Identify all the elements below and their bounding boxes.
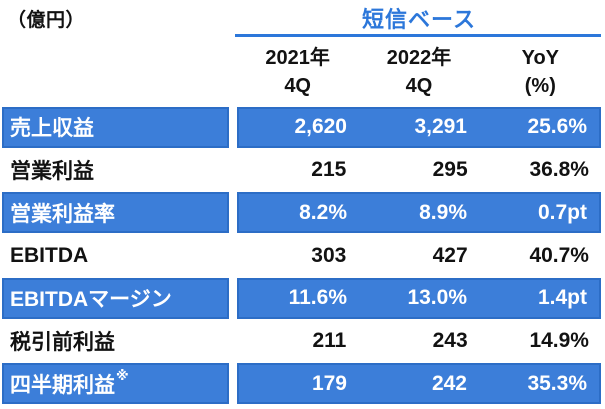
row-values: 11.6% 13.0% 1.4pt bbox=[237, 277, 601, 319]
table-row-pretax-profit: 税引前利益 211 243 14.9% bbox=[0, 320, 605, 363]
column-gap bbox=[229, 149, 237, 192]
row-values: 179 242 35.3% bbox=[237, 363, 601, 405]
row-label: EBITDAマージン bbox=[2, 277, 229, 319]
column-header-2022-4q: 2022年 4Q bbox=[358, 44, 479, 102]
row-label: EBITDA bbox=[10, 243, 89, 267]
table-row-revenue: 売上収益 2,620 3,291 25.6% bbox=[0, 106, 605, 149]
column-header-line2: 4Q bbox=[405, 75, 433, 97]
row-values: 215 295 36.8% bbox=[237, 149, 601, 192]
table-title: 短信ベース bbox=[362, 7, 476, 32]
row-values: 2,620 3,291 25.6% bbox=[237, 107, 601, 148]
column-header-line1: YoY bbox=[521, 47, 560, 69]
value-2022-4q: 243 bbox=[432, 328, 468, 352]
value-yoy: 40.7% bbox=[529, 243, 589, 267]
value-yoy: 35.3% bbox=[527, 371, 587, 395]
row-label: 四半期利益 ※ bbox=[2, 363, 229, 405]
value-2021-4q: 215 bbox=[311, 158, 347, 182]
value-yoy: 1.4pt bbox=[537, 286, 587, 310]
table-row-operating-profit: 営業利益 215 295 36.8% bbox=[0, 149, 605, 192]
value-2021-4q: 8.2% bbox=[299, 200, 347, 224]
title-underline bbox=[235, 34, 601, 37]
column-headers: 2021年 4Q 2022年 4Q YoY (%) bbox=[237, 44, 601, 102]
value-2021-4q: 211 bbox=[312, 328, 347, 352]
column-gap bbox=[229, 362, 237, 405]
row-values: 8.2% 8.9% 0.7pt bbox=[237, 192, 601, 234]
footnote-mark: ※ bbox=[116, 368, 129, 384]
column-header-line1: 2022年 bbox=[386, 47, 452, 69]
column-gap bbox=[229, 277, 237, 320]
row-label: 税引前利益 bbox=[10, 330, 115, 354]
row-label: 売上収益 bbox=[2, 107, 229, 148]
row-label: 営業利益率 bbox=[2, 192, 229, 234]
value-yoy: 36.8% bbox=[529, 158, 589, 182]
table-body: 売上収益 2,620 3,291 25.6% 営業利益 215 295 36.8… bbox=[0, 106, 605, 405]
value-2021-4q: 2,620 bbox=[294, 115, 347, 139]
row-values: 303 427 40.7% bbox=[237, 234, 601, 277]
table-row-operating-margin: 営業利益率 8.2% 8.9% 0.7pt bbox=[0, 191, 605, 234]
value-2021-4q: 11.6% bbox=[288, 286, 347, 310]
value-2021-4q: 303 bbox=[311, 243, 347, 267]
value-2022-4q: 242 bbox=[431, 371, 467, 395]
column-header-line2: (%) bbox=[524, 75, 556, 97]
value-yoy: 25.6% bbox=[527, 115, 587, 139]
row-values: 211 243 14.9% bbox=[237, 320, 601, 363]
column-header-2021-4q: 2021年 4Q bbox=[237, 44, 358, 102]
value-2022-4q: 427 bbox=[432, 243, 468, 267]
column-gap bbox=[229, 191, 237, 234]
value-2021-4q: 179 bbox=[311, 371, 347, 395]
column-gap bbox=[229, 234, 237, 277]
value-2022-4q: 13.0% bbox=[407, 286, 467, 310]
value-2022-4q: 8.9% bbox=[419, 200, 467, 224]
value-2022-4q: 3,291 bbox=[414, 115, 467, 139]
table-row-ebitda: EBITDA 303 427 40.7% bbox=[0, 234, 605, 277]
value-2022-4q: 295 bbox=[432, 158, 468, 182]
table-row-quarterly-profit: 四半期利益 ※ 179 242 35.3% bbox=[0, 362, 605, 405]
unit-label: （億円） bbox=[7, 10, 86, 31]
value-yoy: 0.7pt bbox=[537, 200, 587, 224]
column-header-line1: 2021年 bbox=[265, 47, 330, 69]
value-yoy: 14.9% bbox=[529, 328, 589, 352]
column-header-yoy: YoY (%) bbox=[480, 44, 601, 102]
column-gap bbox=[229, 106, 237, 149]
column-gap bbox=[229, 320, 237, 363]
row-label: 営業利益 bbox=[10, 160, 94, 184]
column-header-line2: 4Q bbox=[284, 75, 311, 97]
table-row-ebitda-margin: EBITDAマージン 11.6% 13.0% 1.4pt bbox=[0, 277, 605, 320]
